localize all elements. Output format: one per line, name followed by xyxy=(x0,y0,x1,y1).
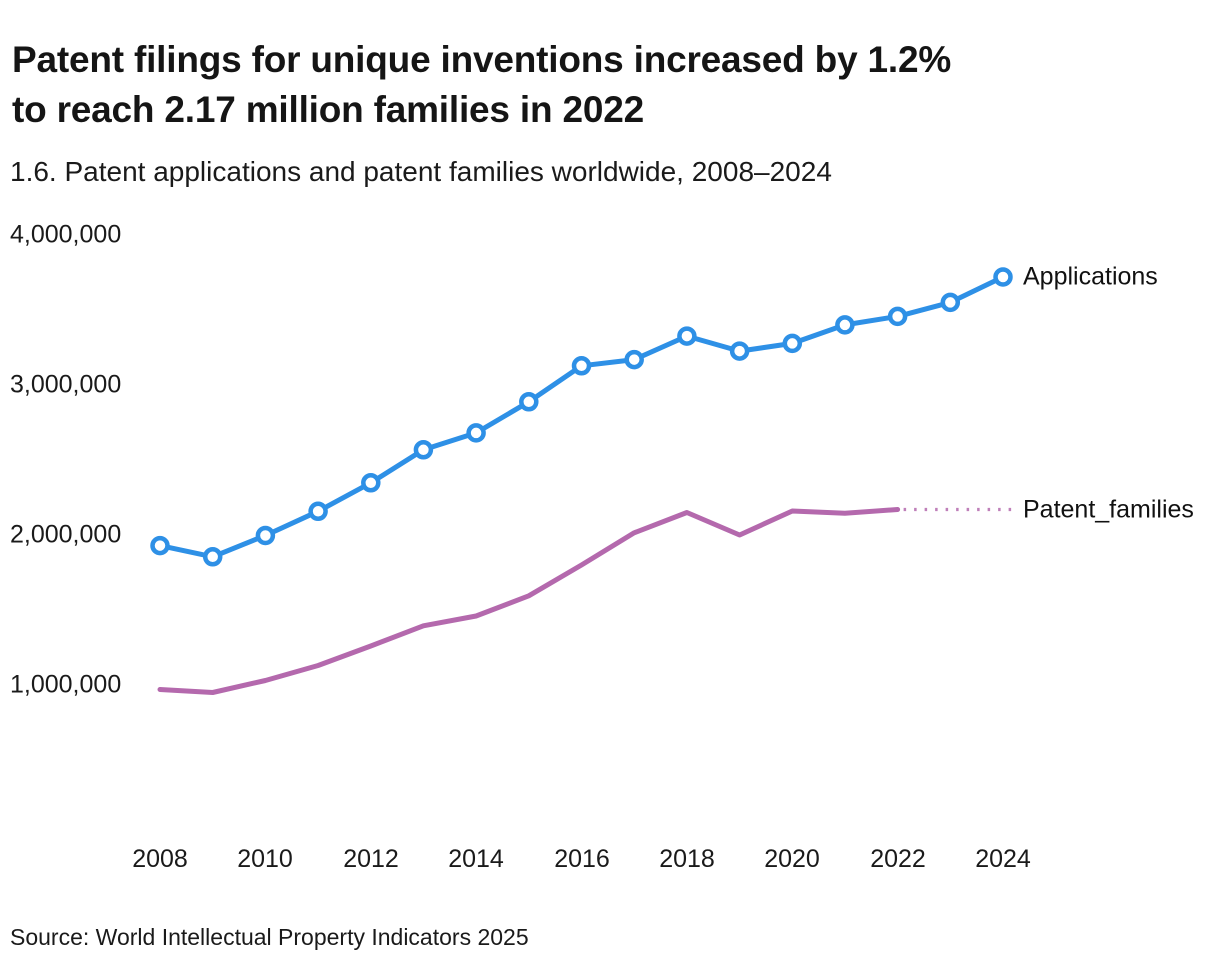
applications-point-2017 xyxy=(624,349,644,370)
applications-point-2013 xyxy=(413,440,434,460)
chart-title-line2: to reach 2.17 million families in 2022 xyxy=(12,89,644,131)
applications-point-2011 xyxy=(308,501,328,522)
source-note: Source: World Intellectual Property Indi… xyxy=(10,924,529,950)
applications-point-2018 xyxy=(677,326,697,346)
applications-point-2014 xyxy=(466,423,486,443)
patent_families-line xyxy=(157,507,901,695)
x-axis-tick-2014: 2014 xyxy=(448,845,504,873)
applications-point-2016 xyxy=(571,356,592,376)
y-axis-tick-4000000: 4,000,000 xyxy=(10,220,122,249)
series-label-patent-families: Patent_families xyxy=(1023,495,1194,524)
x-axis-tick-2012: 2012 xyxy=(343,845,399,873)
applications-point-2021 xyxy=(835,315,855,335)
x-axis-tick-2018: 2018 xyxy=(659,845,715,873)
y-axis-tick-3000000: 3,000,000 xyxy=(10,370,122,399)
applications-point-2012 xyxy=(361,473,381,493)
series-label-applications: Applications xyxy=(1023,262,1158,291)
applications-point-2009 xyxy=(202,547,223,567)
chart-title: Patent filings for unique inventions inc… xyxy=(12,35,1202,136)
chart-subtitle: 1.6. Patent applications and patent fami… xyxy=(10,156,832,187)
applications-point-2022 xyxy=(887,306,908,327)
x-axis-tick-2020: 2020 xyxy=(764,845,820,873)
x-axis-tick-2008: 2008 xyxy=(132,845,188,873)
x-axis-tick-2010: 2010 xyxy=(237,845,293,873)
applications-point-2020 xyxy=(782,333,803,354)
applications-point-2023 xyxy=(940,292,961,313)
applications-point-2010 xyxy=(255,525,276,546)
x-axis-tick-2022: 2022 xyxy=(870,845,926,873)
applications-point-2008 xyxy=(150,535,170,556)
applications-line xyxy=(157,274,1006,560)
y-axis-tick-2000000: 2,000,000 xyxy=(10,520,122,549)
chart-title-line1: Patent filings for unique inventions inc… xyxy=(12,38,952,80)
applications-point-2015 xyxy=(519,392,539,412)
x-axis-tick-2024: 2024 xyxy=(975,845,1031,873)
y-axis-tick-1000000: 1,000,000 xyxy=(10,670,122,699)
x-axis-tick-2016: 2016 xyxy=(554,845,610,873)
applications-point-2024 xyxy=(993,267,1013,287)
applications-point-2019 xyxy=(729,341,750,361)
